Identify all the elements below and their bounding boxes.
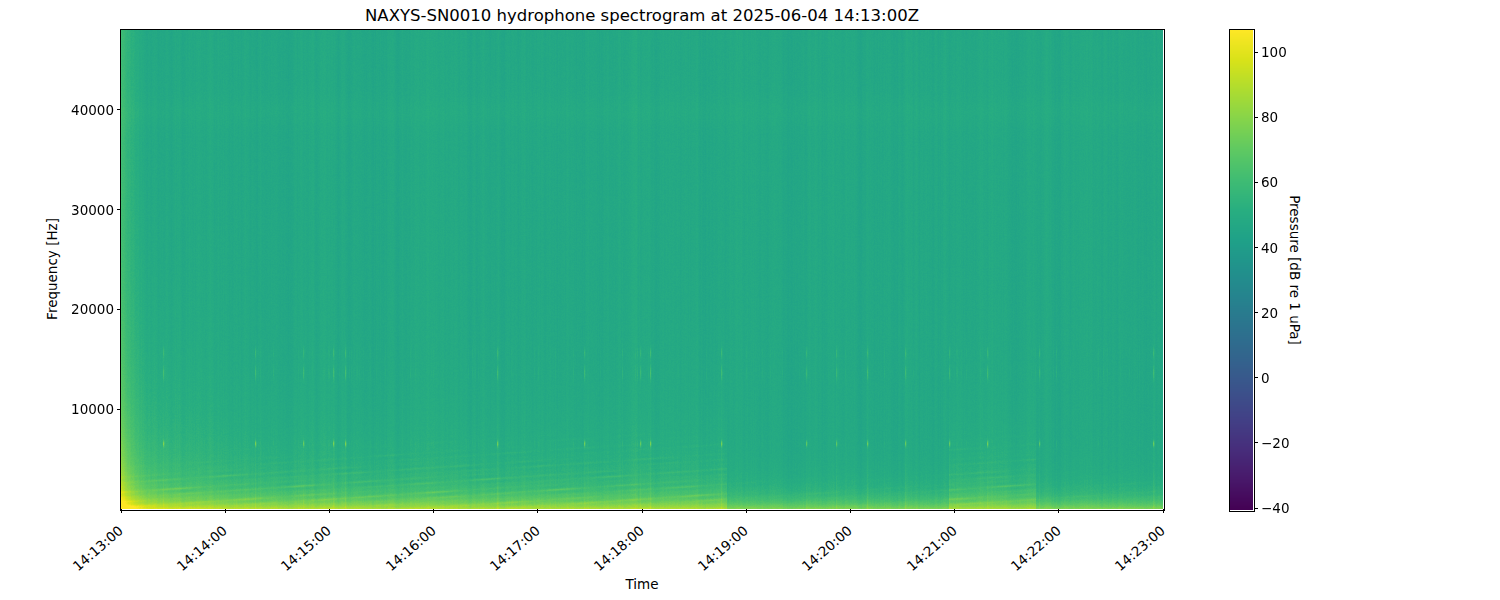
colorbar-tick-label: −20: [1261, 435, 1301, 451]
x-tick-label: 14:19:00: [693, 523, 750, 576]
x-tick-label: 14:18:00: [589, 523, 646, 576]
x-axis-label: Time: [442, 576, 842, 592]
x-tick-label: 14:22:00: [1005, 523, 1062, 576]
chart-title: NAXYS-SN0010 hydrophone spectrogram at 2…: [142, 6, 1142, 25]
colorbar-label: Pressure [dB re 1 uPa]: [1287, 170, 1303, 370]
colorbar-tick-mark: [1254, 312, 1258, 313]
plot-border: [120, 29, 1165, 511]
colorbar-tick-mark: [1254, 247, 1258, 248]
colorbar-tick-label: 60: [1261, 174, 1301, 190]
x-tick-mark: [1058, 509, 1059, 513]
colorbar-tick-label: 100: [1261, 44, 1301, 60]
x-tick-mark: [642, 509, 643, 513]
colorbar-tick-label: 80: [1261, 109, 1301, 125]
y-tick-mark: [117, 109, 121, 110]
x-tick-label: 14:21:00: [901, 523, 958, 576]
y-tick-label: 20000: [44, 301, 114, 317]
x-tick-mark: [954, 509, 955, 513]
x-tick-mark: [1163, 509, 1164, 513]
x-tick-label: 14:23:00: [1110, 523, 1167, 576]
x-tick-mark: [329, 509, 330, 513]
x-tick-label: 14:16:00: [380, 523, 437, 576]
colorbar-tick-mark: [1254, 377, 1258, 378]
y-tick-mark: [117, 309, 121, 310]
colorbar-tick-mark: [1254, 508, 1258, 509]
colorbar-tick-label: −40: [1261, 500, 1301, 516]
colorbar-tick-mark: [1254, 52, 1258, 53]
colorbar-tick-mark: [1254, 117, 1258, 118]
colorbar-tick-label: 0: [1261, 370, 1301, 386]
colorbar-border: [1229, 29, 1255, 512]
y-tick-label: 40000: [44, 102, 114, 118]
x-tick-mark: [433, 509, 434, 513]
y-tick-mark: [117, 209, 121, 210]
x-tick-mark: [225, 509, 226, 513]
colorbar-tick-mark: [1254, 182, 1258, 183]
x-tick-mark: [121, 509, 122, 513]
x-tick-label: 14:20:00: [797, 523, 854, 576]
x-tick-label: 14:14:00: [172, 523, 229, 576]
y-tick-label: 30000: [44, 202, 114, 218]
x-tick-label: 14:13:00: [68, 523, 125, 576]
x-tick-label: 14:15:00: [276, 523, 333, 576]
y-tick-label: 10000: [44, 401, 114, 417]
figure: NAXYS-SN0010 hydrophone spectrogram at 2…: [0, 0, 1500, 600]
x-tick-mark: [537, 509, 538, 513]
y-tick-mark: [117, 409, 121, 410]
x-tick-mark: [746, 509, 747, 513]
x-tick-label: 14:17:00: [484, 523, 541, 576]
colorbar-tick-label: 20: [1261, 305, 1301, 321]
colorbar-tick-mark: [1254, 442, 1258, 443]
x-tick-mark: [850, 509, 851, 513]
colorbar-tick-label: 40: [1261, 240, 1301, 256]
